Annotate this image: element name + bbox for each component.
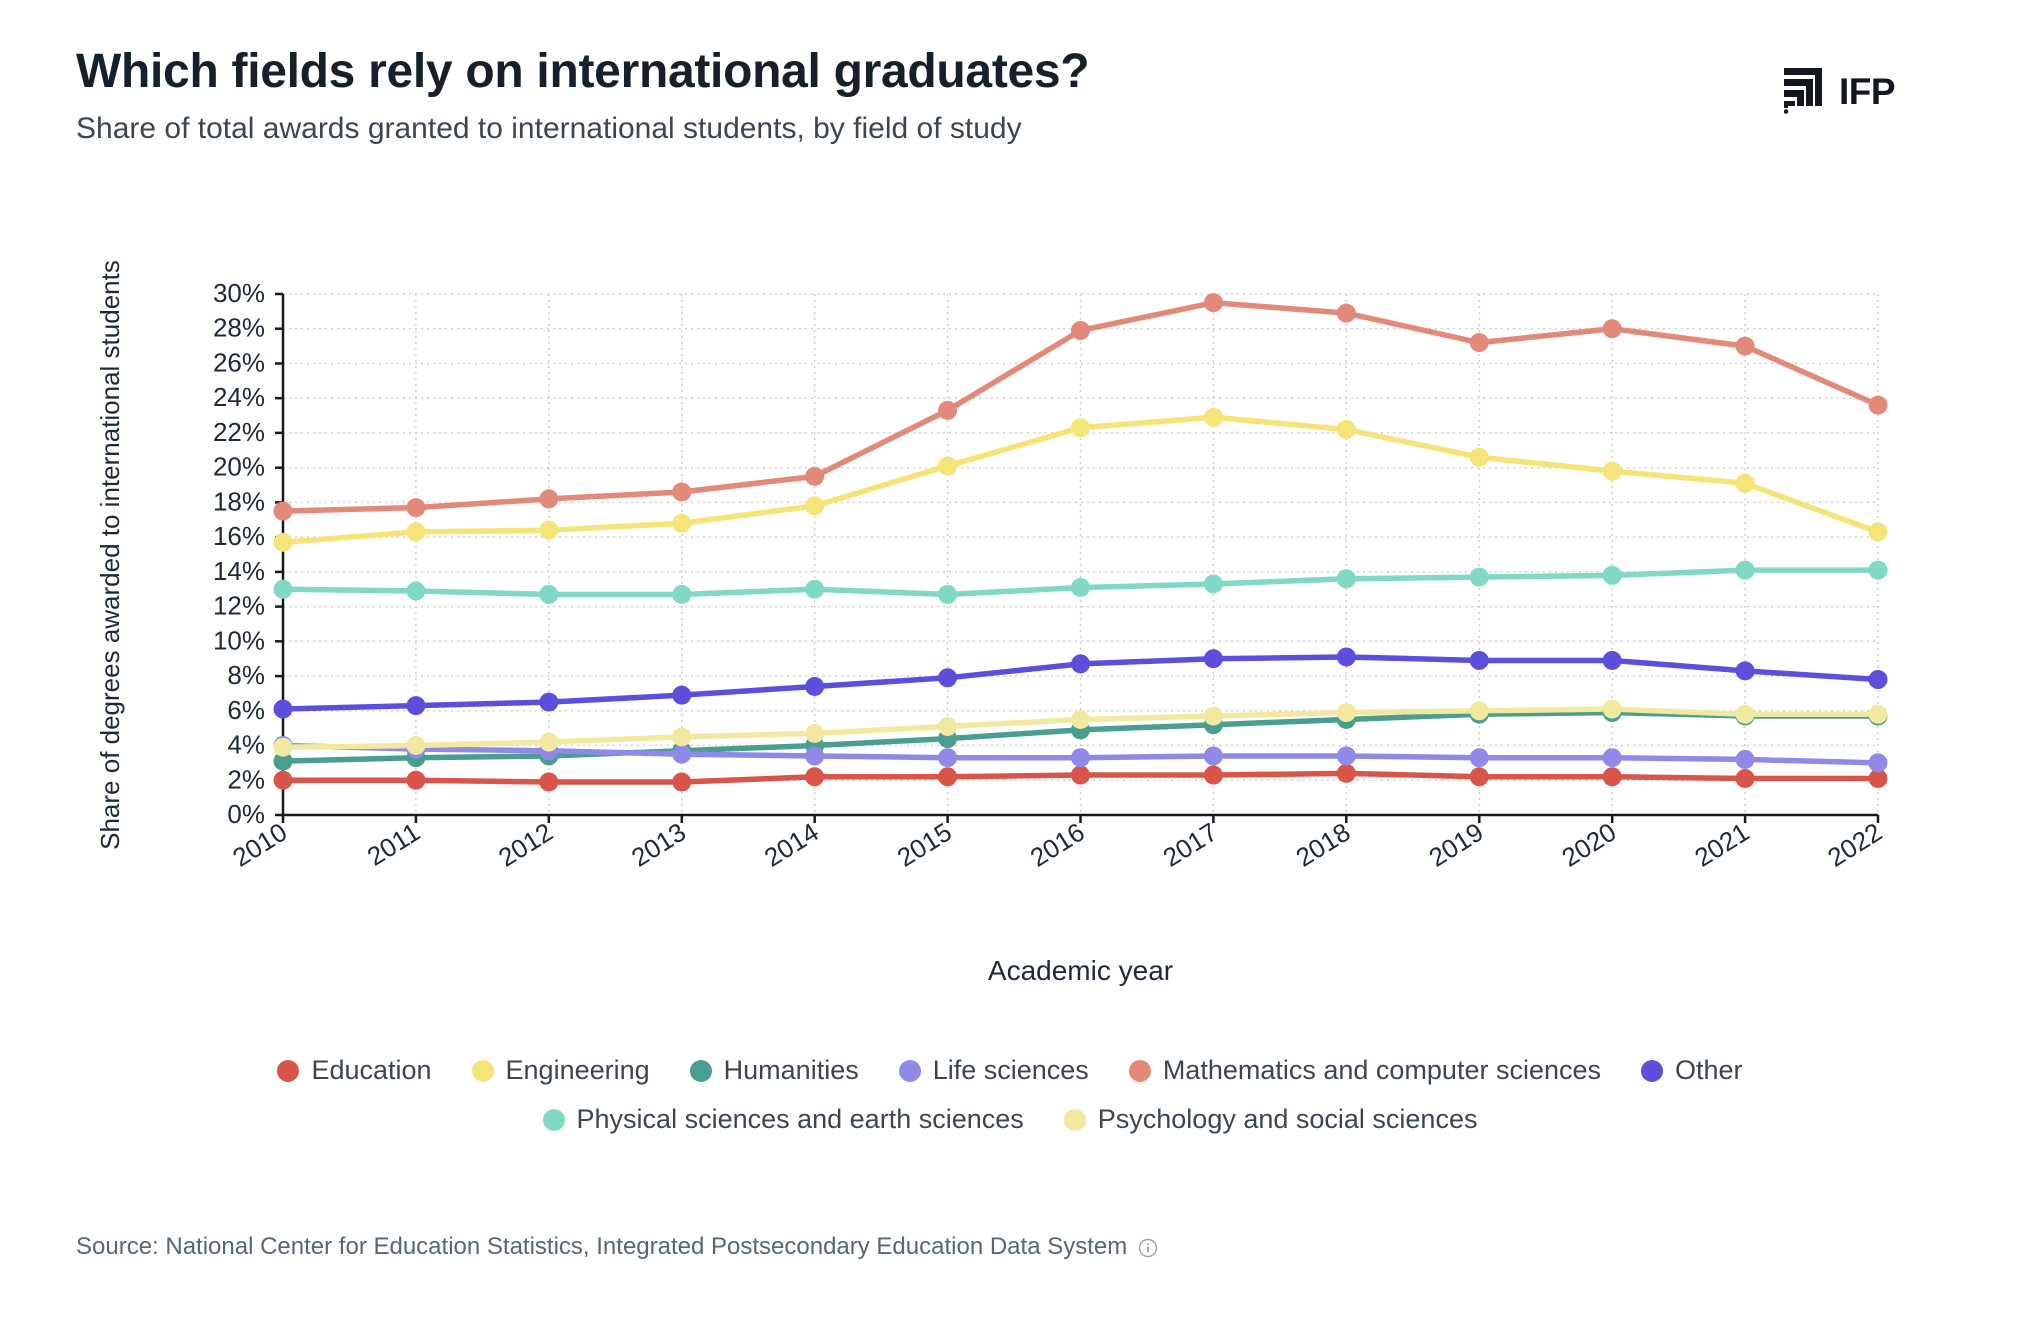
svg-text:26%: 26% [213, 348, 265, 378]
svg-text:2016: 2016 [1025, 817, 1090, 873]
svg-text:4%: 4% [227, 730, 265, 760]
svg-text:2012: 2012 [493, 817, 558, 873]
svg-text:2011: 2011 [362, 817, 425, 872]
svg-text:2018: 2018 [1291, 817, 1356, 873]
svg-text:28%: 28% [213, 313, 265, 343]
svg-text:8%: 8% [227, 660, 265, 690]
svg-text:22%: 22% [213, 417, 265, 447]
svg-text:2014: 2014 [759, 817, 824, 873]
svg-text:18%: 18% [213, 486, 265, 516]
svg-text:20%: 20% [213, 452, 265, 482]
svg-text:2022: 2022 [1822, 817, 1887, 873]
svg-text:2020: 2020 [1556, 817, 1621, 873]
svg-text:2019: 2019 [1424, 817, 1489, 873]
svg-text:16%: 16% [213, 521, 265, 551]
svg-text:2021: 2021 [1689, 817, 1754, 873]
svg-text:2013: 2013 [626, 817, 691, 873]
svg-text:30%: 30% [213, 278, 265, 308]
svg-text:6%: 6% [227, 695, 265, 725]
svg-text:2015: 2015 [892, 817, 957, 873]
svg-text:2%: 2% [227, 764, 265, 794]
svg-text:0%: 0% [227, 799, 265, 829]
svg-text:2017: 2017 [1158, 817, 1223, 873]
svg-text:12%: 12% [213, 591, 265, 621]
svg-text:14%: 14% [213, 556, 265, 586]
svg-text:10%: 10% [213, 625, 265, 655]
svg-text:24%: 24% [213, 382, 265, 412]
